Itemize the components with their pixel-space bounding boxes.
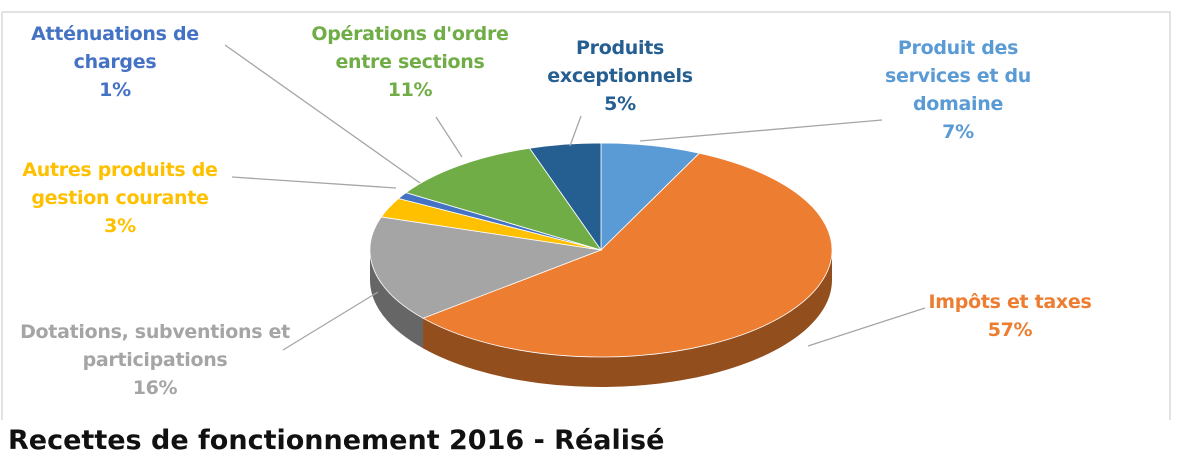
slice <box>528 142 602 252</box>
data-label: Produits exceptionnels 5% <box>545 34 695 118</box>
category-label: Produit des services et du domaine <box>884 37 1032 115</box>
slice <box>600 142 701 251</box>
frame <box>2 11 1171 420</box>
category-label: Dotations, subventions et participations <box>20 321 290 371</box>
leader-line <box>224 44 421 184</box>
slice <box>422 152 833 358</box>
category-label: Atténuations de charges <box>31 23 199 73</box>
leader-line <box>807 307 926 347</box>
data-label: Produit des services et du domaine 7% <box>868 34 1048 146</box>
slice-side <box>369 250 424 349</box>
value-label: 16% <box>132 377 178 399</box>
category-label: Opérations d'ordre entre sections <box>311 23 509 73</box>
data-label: Impôts et taxes 57% <box>910 288 1110 344</box>
slice-side <box>423 250 832 388</box>
value-label: 3% <box>104 215 136 237</box>
data-label: Opérations d'ordre entre sections 11% <box>290 20 530 104</box>
leader-line <box>231 176 397 189</box>
value-label: 11% <box>387 79 433 101</box>
leader-line <box>639 119 883 142</box>
category-label: Produits exceptionnels <box>547 37 693 87</box>
data-label: Atténuations de charges 1% <box>15 20 215 104</box>
leader-line <box>282 291 379 351</box>
data-label: Dotations, subventions et participations… <box>5 318 305 402</box>
slice <box>405 147 602 251</box>
data-label: Autres produits de gestion courante 3% <box>5 156 235 240</box>
value-label: 1% <box>99 79 131 101</box>
category-label: Autres produits de gestion courante <box>22 159 218 209</box>
category-label: Impôts et taxes <box>928 291 1092 313</box>
value-label: 7% <box>942 121 974 143</box>
value-label: 57% <box>987 319 1033 341</box>
chart-title: Recettes de fonctionnement 2016 - Réalis… <box>8 425 665 456</box>
value-label: 5% <box>604 93 636 115</box>
slice <box>369 216 603 319</box>
leader-line <box>435 116 463 158</box>
leader-line <box>569 115 582 147</box>
